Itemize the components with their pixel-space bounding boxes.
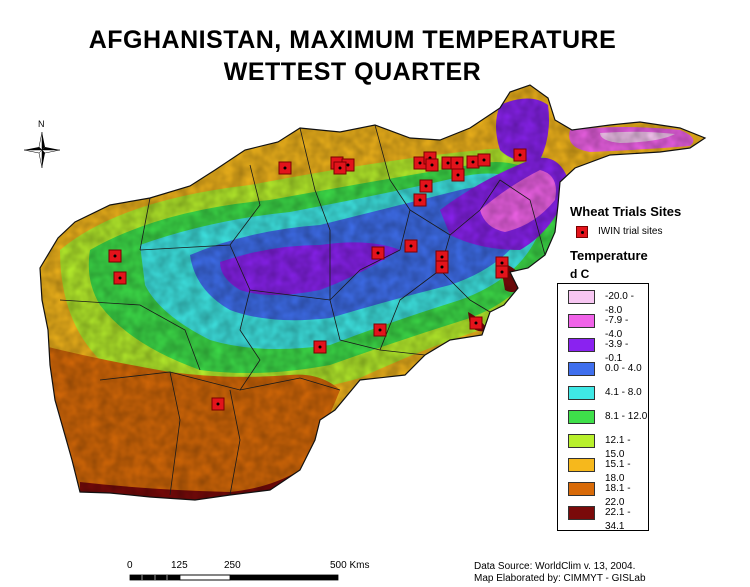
trial-site-marker [466, 155, 480, 169]
trial-site-marker [371, 246, 385, 260]
trial-site-marker [404, 239, 418, 253]
scale-label-0: 0 [127, 560, 133, 571]
legend-swatch [568, 434, 595, 448]
legend-swatch [568, 506, 595, 520]
map-credit-note: Map Elaborated by: CIMMYT - GISLab [474, 573, 646, 584]
legend-swatch [568, 362, 595, 376]
legend-swatch [568, 410, 595, 424]
temperature-legend-heading: Temperature [570, 248, 648, 263]
legend-range-label: 18.1 - 22.0 [605, 483, 631, 508]
trial-site-marker [113, 271, 127, 285]
trial-site-marker [513, 148, 527, 162]
temperature-legend: -20.0 - -8.0 -7.9 - -4.0 -3.9 - -0.1 0.0 - … [557, 283, 649, 532]
province-boundaries [59, 124, 546, 496]
trial-site-marker [278, 161, 292, 175]
trial-site-marker [477, 153, 491, 167]
legend-range-label: -3.9 - -0.1 [605, 339, 629, 364]
trial-site-marker [451, 168, 465, 182]
map-title-line1: AFGHANISTAN, MAXIMUM TEMPERATURE [88, 26, 617, 54]
north-arrow [23, 131, 61, 169]
trial-legend-label: IWIN trial sites [598, 226, 663, 237]
map-title-line2: WETTEST QUARTER [223, 58, 482, 86]
trial-site-marker [313, 340, 327, 354]
trial-site-marker [450, 156, 464, 170]
scale-label-125: 125 [171, 560, 188, 571]
scale-bar [129, 574, 339, 581]
north-label: N [38, 119, 45, 129]
trial-site-marker [495, 265, 509, 279]
trial-site-marker [425, 158, 439, 172]
trial-site-marker [108, 249, 122, 263]
trial-site-marker [413, 193, 427, 207]
temperature-unit: d C [570, 267, 590, 281]
legend-swatch [568, 314, 595, 328]
legend-swatch [568, 290, 595, 304]
trial-site-marker [211, 397, 225, 411]
legend-swatch [568, 482, 595, 496]
trial-site-marker [419, 179, 433, 193]
data-source-note: Data Source: WorldClim v. 13, 2004. [474, 561, 636, 572]
trial-site-marker [435, 260, 449, 274]
legend-swatch [568, 458, 595, 472]
legend-range-label: 12.1 - 15.0 [605, 435, 631, 460]
trial-site-symbol [576, 226, 588, 238]
legend-range-label: 15.1 - 18.0 [605, 459, 631, 484]
legend-range-label: 22.1 - 34.1 [605, 507, 631, 532]
trial-sites [108, 148, 527, 411]
legend-range-label: 8.1 - 12.0 [605, 411, 648, 422]
legend-range-label: 0.0 - 4.0 [605, 363, 642, 374]
trial-site-marker [333, 161, 347, 175]
trial-site-marker [373, 323, 387, 337]
legend-swatch [568, 386, 595, 400]
scale-label-500: 500 Kms [330, 560, 370, 571]
legend-range-label: 4.1 - 8.0 [605, 387, 642, 398]
scale-label-250: 250 [224, 560, 241, 571]
legend-swatch [568, 338, 595, 352]
legend-range-label: -20.0 - -8.0 [605, 291, 634, 316]
trial-site-marker [469, 316, 483, 330]
legend-range-label: -7.9 - -4.0 [605, 315, 629, 340]
sites-legend-heading: Wheat Trials Sites [570, 204, 682, 219]
